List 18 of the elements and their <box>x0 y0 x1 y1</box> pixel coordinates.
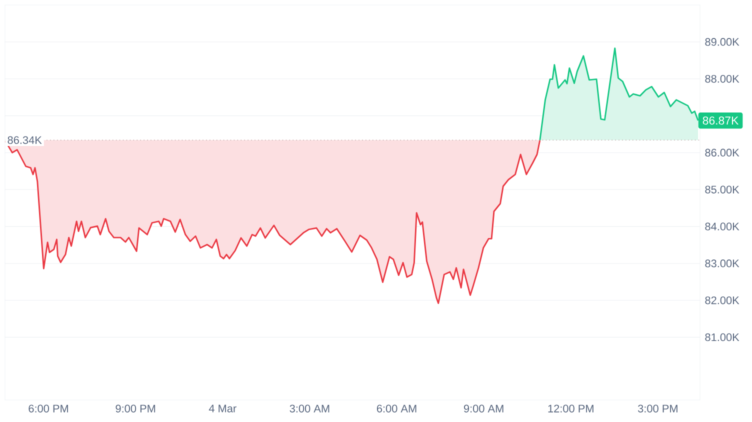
x-tick-label: 9:00 AM <box>464 404 504 412</box>
x-tick-label: 12:00 PM <box>548 404 594 412</box>
y-tick-label: 82.00K <box>705 296 740 304</box>
x-tick-label: 6:00 AM <box>376 404 416 412</box>
y-tick-label: 89.00K <box>705 38 740 46</box>
ref-line-label: 86.34K <box>8 136 42 144</box>
annotation: 86.87K <box>702 116 739 125</box>
y-tick-label: 83.00K <box>705 260 740 268</box>
y-tick-label: 84.00K <box>705 222 740 230</box>
y-tick-label: 85.00K <box>705 186 740 194</box>
y-tick-label: 88.00K <box>705 74 740 83</box>
x-tick-label: 6:00 PM <box>28 404 68 412</box>
x-tick-label: 3:00 AM <box>290 404 330 412</box>
x-tick-label: 4 Mar <box>208 404 236 412</box>
x-tick-label: 9:00 PM <box>116 404 156 412</box>
x-tick-label: 3:00 PM <box>638 404 678 412</box>
y-tick-label: 86.00K <box>705 148 740 157</box>
y-tick-label: 81.00K <box>705 333 740 342</box>
